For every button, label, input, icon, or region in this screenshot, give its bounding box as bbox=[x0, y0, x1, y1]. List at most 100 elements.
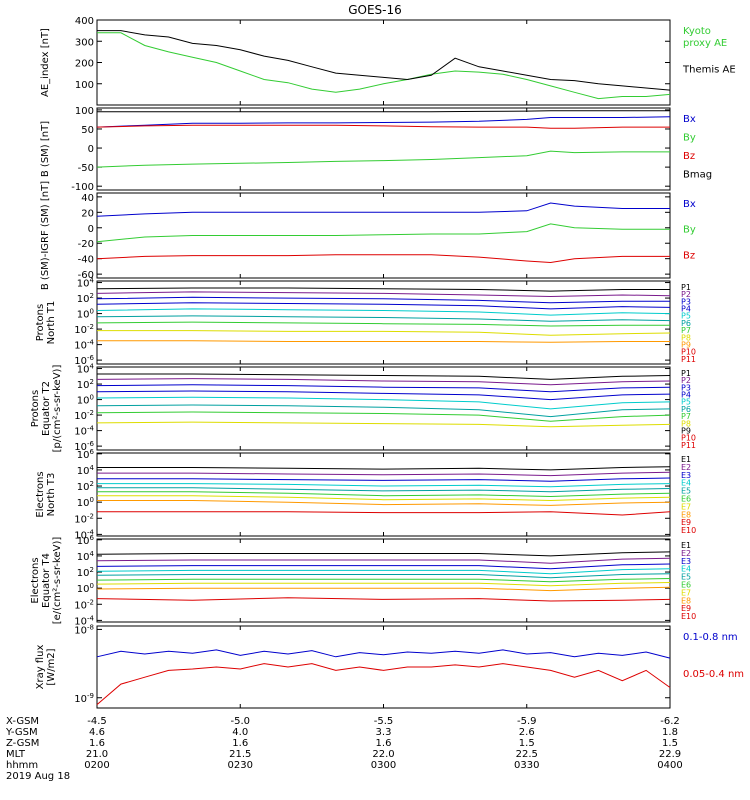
x-tick-ygsm: 2.6 bbox=[519, 727, 535, 738]
series-line-bx bbox=[96, 116, 671, 128]
series-line-p9 bbox=[97, 340, 670, 343]
x-tick-zgsm: 1.6 bbox=[89, 738, 105, 749]
legend-e2: E2 bbox=[681, 549, 691, 558]
x-tick-zgsm: 1.5 bbox=[662, 738, 678, 749]
legend-e3: E3 bbox=[681, 471, 691, 480]
x-row-label: Y-GSM bbox=[5, 727, 38, 738]
x-tick-ygsm: 1.8 bbox=[662, 727, 678, 738]
y-tick-label: -40 bbox=[78, 255, 94, 266]
panel-2: -100 -50 0 50 100 B (SM) [nT] Bx By Bz Bmag bbox=[40, 106, 712, 193]
series-line-e6 bbox=[97, 491, 671, 498]
x-row-label: hhmm bbox=[6, 760, 38, 771]
series-line-p1 bbox=[97, 373, 671, 380]
legend-e6: E6 bbox=[681, 495, 691, 504]
legend-p11: P11 bbox=[681, 355, 696, 364]
legend-e10: E10 bbox=[681, 526, 696, 535]
y-tick-label: 10-4 bbox=[74, 425, 94, 438]
series-line-kyoto-proxy-ae bbox=[97, 32, 671, 100]
legend-e4: E4 bbox=[681, 479, 691, 488]
series-line-e2 bbox=[96, 557, 671, 564]
legend-e8: E8 bbox=[681, 596, 691, 605]
legend-e7: E7 bbox=[681, 502, 691, 511]
legend-kyoto-proxy-ae: proxy AE bbox=[683, 38, 727, 49]
panel-frame bbox=[96, 452, 671, 537]
y-axis-label: Xray flux bbox=[35, 645, 46, 690]
series-line-e4 bbox=[96, 568, 671, 575]
series-line-e9 bbox=[96, 597, 671, 602]
y-tick-label: 102 bbox=[77, 480, 94, 493]
y-tick-label: -50 bbox=[78, 163, 94, 174]
series-line-bmag bbox=[97, 110, 670, 113]
legend-e2: E2 bbox=[681, 463, 691, 472]
legend-p6: P6 bbox=[681, 405, 691, 414]
x-tick-hhmm: 0330 bbox=[514, 760, 539, 771]
x-row-label: Z-GSM bbox=[6, 738, 39, 749]
y-tick-label: 400 bbox=[75, 16, 94, 27]
x-tick-xgsm: -4.5 bbox=[87, 716, 107, 727]
x-tick-hhmm: 0200 bbox=[84, 760, 109, 771]
y-tick-label: 102 bbox=[77, 378, 94, 391]
x-tick-xgsm: -5.0 bbox=[230, 716, 250, 727]
x-tick-zgsm: 1.6 bbox=[376, 738, 392, 749]
panel-3: -60 -40 -20 0 20 40 B (SM)-IGRF (SM) [nT] Bx By B… bbox=[40, 181, 696, 290]
legend-p3: P3 bbox=[681, 383, 691, 392]
legend-p9: P9 bbox=[681, 340, 691, 349]
series-line-bz bbox=[96, 254, 670, 264]
y-axis-label: Protons bbox=[35, 304, 46, 341]
panel-8: 10-8 10-9 Xray flux [W/m2] 0.1-0.8 nm 0.05-0.… bbox=[35, 623, 744, 709]
series-line-p1 bbox=[96, 287, 670, 292]
legend-p1: P1 bbox=[681, 369, 691, 378]
series-line-p5 bbox=[96, 396, 671, 410]
y-tick-label: 104 bbox=[77, 363, 95, 376]
legend-e7: E7 bbox=[681, 588, 691, 597]
series-line-by bbox=[96, 150, 670, 168]
y-axis-label: AE_index [nT] bbox=[40, 28, 51, 97]
legend-e4: E4 bbox=[681, 565, 691, 574]
legend-p8: P8 bbox=[681, 419, 691, 428]
legend-e8: E8 bbox=[681, 510, 691, 519]
legend-p7: P7 bbox=[681, 326, 691, 335]
panel-frame bbox=[96, 625, 671, 709]
y-axis-label: [W/m2] bbox=[46, 648, 57, 685]
x-tick-xgsm: -5.5 bbox=[374, 716, 394, 727]
x-tick-hhmm: 0400 bbox=[657, 760, 682, 771]
x-row-label: 2019 Aug 18 bbox=[6, 771, 70, 782]
legend-e9: E9 bbox=[681, 518, 691, 527]
y-tick-label: 104 bbox=[77, 464, 95, 477]
legend-e6: E6 bbox=[681, 581, 691, 590]
series-line-e1 bbox=[97, 466, 671, 471]
y-tick-label: 10-2 bbox=[74, 409, 94, 422]
x-row-label: X-GSM bbox=[6, 716, 39, 727]
series-line-p6 bbox=[96, 404, 671, 418]
series-line-p6 bbox=[96, 315, 671, 322]
legend-0-05-0-4-nm: 0.05-0.4 nm bbox=[683, 669, 744, 680]
series-line-e7 bbox=[96, 582, 671, 587]
y-tick-label: 40 bbox=[81, 193, 94, 204]
x-tick-mlt: 22.0 bbox=[372, 749, 394, 760]
plot-title: GOES-16 bbox=[348, 3, 402, 17]
legend-e1: E1 bbox=[681, 455, 691, 464]
x-tick-hhmm: 0300 bbox=[371, 760, 396, 771]
series-line-e9 bbox=[97, 511, 671, 516]
y-tick-label: 20 bbox=[81, 208, 94, 219]
y-axis-label: B (SM) [nT] bbox=[40, 121, 51, 177]
series-line-e8 bbox=[97, 500, 671, 506]
series-line-p2 bbox=[96, 291, 671, 298]
series-line-e4 bbox=[97, 483, 671, 488]
y-tick-label: -100 bbox=[71, 182, 94, 193]
panel-frame bbox=[96, 366, 671, 451]
legend-kyoto-proxy-ae: Kyoto bbox=[683, 26, 711, 37]
y-tick-label: 300 bbox=[75, 37, 94, 48]
y-tick-label: 102 bbox=[77, 566, 94, 579]
series-line-e2 bbox=[97, 471, 671, 477]
legend-themis-ae: Themis AE bbox=[682, 65, 736, 76]
series-line-p2 bbox=[96, 378, 671, 386]
panel-frame bbox=[96, 107, 671, 191]
legend-p4: P4 bbox=[681, 305, 691, 314]
legend-p2: P2 bbox=[681, 376, 691, 385]
y-axis-label: B (SM)-IGRF (SM) [nT] bbox=[40, 181, 51, 290]
legend-e5: E5 bbox=[681, 487, 691, 496]
legend-p7: P7 bbox=[681, 412, 691, 421]
